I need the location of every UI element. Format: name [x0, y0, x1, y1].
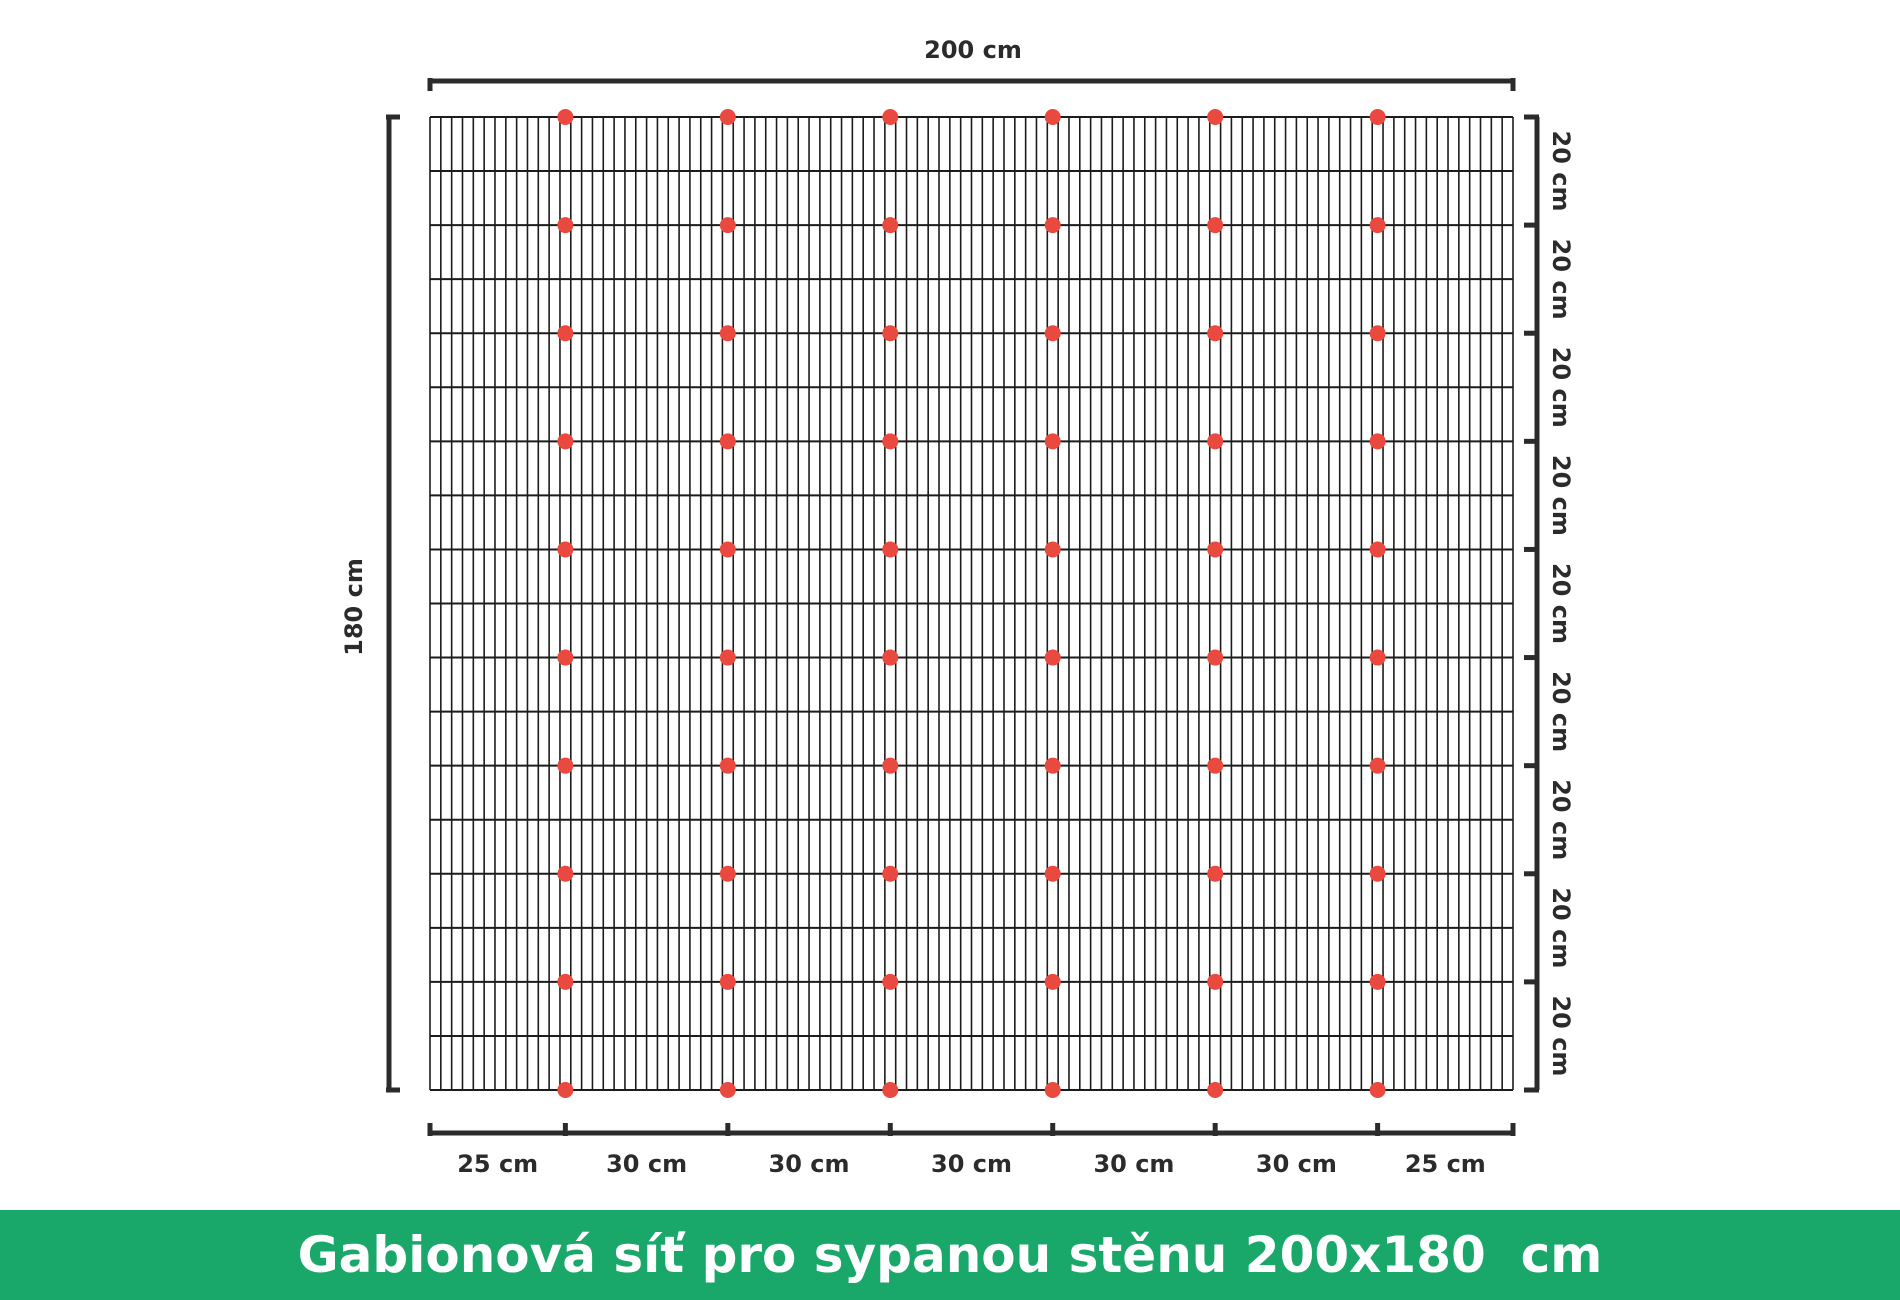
width-dimension-label: 200 cm: [924, 36, 1022, 64]
spiral-marker: [1369, 757, 1386, 774]
spiral-marker: [557, 217, 574, 234]
spiral-marker: [719, 649, 736, 666]
bottom-segment-label: 30 cm: [606, 1150, 687, 1178]
spiral-marker: [1369, 1082, 1386, 1098]
spiral-marker: [882, 325, 899, 342]
right-segment-labels: 20 cm 20 cm 20 cm 20 cm 20 cm 20 cm 20 cm 20 cm…: [1547, 131, 1575, 1077]
spiral-marker: [1044, 757, 1061, 774]
spiral-marker: [1369, 109, 1386, 125]
right-segment-label: 20 cm: [1547, 995, 1575, 1076]
bottom-segment-label: 30 cm: [769, 1150, 850, 1178]
spiral-marker: [719, 217, 736, 234]
spiral-marker: [557, 757, 574, 774]
spiral-marker: [557, 973, 574, 990]
spiral-marker: [1369, 217, 1386, 234]
spiral-marker: [882, 649, 899, 666]
spiral-marker: [882, 865, 899, 882]
spiral-marker: [557, 649, 574, 666]
spiral-marker: [1207, 757, 1224, 774]
spiral-marker: [1369, 433, 1386, 450]
spiral-marker: [1369, 649, 1386, 666]
spiral-marker: [882, 973, 899, 990]
bottom-segment-labels: 25 cm 30 cm 30 cm 30 cm 30 cm 30 cm 25 cm: [457, 1150, 1486, 1178]
spiral-marker: [1207, 865, 1224, 882]
spiral-markers: [557, 109, 1386, 1098]
spiral-marker: [882, 1082, 899, 1098]
height-dimension-label: 180 cm: [340, 558, 368, 656]
spiral-marker: [557, 865, 574, 882]
spiral-marker: [1044, 649, 1061, 666]
spiral-marker: [557, 109, 574, 125]
spiral-marker: [1044, 973, 1061, 990]
caption-bar: Gabionová síť pro sypanou stěnu 200x180 …: [0, 1210, 1900, 1300]
caption-title: Gabionová síť pro sypanou stěnu 200x180 …: [297, 1226, 1603, 1284]
right-segment-label: 20 cm: [1547, 239, 1575, 320]
right-segment-label: 20 cm: [1547, 779, 1575, 860]
bottom-segment-label: 30 cm: [1093, 1150, 1174, 1178]
spiral-marker: [1044, 433, 1061, 450]
spiral-marker: [882, 541, 899, 558]
right-segment-label: 20 cm: [1547, 671, 1575, 752]
spiral-marker: [719, 325, 736, 342]
right-segment-label: 20 cm: [1547, 887, 1575, 968]
spiral-marker: [557, 433, 574, 450]
bottom-segment-label: 25 cm: [1405, 1150, 1486, 1178]
spiral-marker: [1207, 433, 1224, 450]
spiral-marker: [1044, 865, 1061, 882]
spiral-marker: [1044, 109, 1061, 125]
spiral-marker: [719, 865, 736, 882]
spiral-marker: [719, 1082, 736, 1098]
spiral-marker: [1207, 325, 1224, 342]
bottom-segment-label: 25 cm: [457, 1150, 538, 1178]
right-segment-label: 20 cm: [1547, 563, 1575, 644]
spiral-marker: [719, 973, 736, 990]
spiral-marker: [719, 541, 736, 558]
right-segment-label: 20 cm: [1547, 455, 1575, 536]
right-segment-label: 20 cm: [1547, 347, 1575, 428]
spiral-marker: [1207, 109, 1224, 125]
spiral-marker: [1044, 1082, 1061, 1098]
spiral-marker: [882, 109, 899, 125]
spiral-marker: [1207, 217, 1224, 234]
spiral-marker: [1207, 649, 1224, 666]
spiral-marker: [1207, 541, 1224, 558]
right-segment-label: 20 cm: [1547, 131, 1575, 212]
spiral-marker: [882, 433, 899, 450]
spiral-marker: [719, 109, 736, 125]
spiral-marker: [557, 1082, 574, 1098]
spiral-marker: [1044, 217, 1061, 234]
spiral-marker: [1207, 1082, 1224, 1098]
spiral-marker: [1369, 973, 1386, 990]
spiral-marker: [557, 541, 574, 558]
spiral-marker: [719, 433, 736, 450]
dimension-brackets: [386, 78, 1540, 1136]
spiral-marker: [719, 757, 736, 774]
mesh-wires: [429, 116, 1514, 1091]
bottom-segment-label: 30 cm: [1256, 1150, 1337, 1178]
spiral-marker: [1207, 973, 1224, 990]
spiral-marker: [1369, 325, 1386, 342]
spiral-marker: [882, 757, 899, 774]
spiral-marker: [882, 217, 899, 234]
spiral-marker: [1044, 325, 1061, 342]
spiral-marker: [1369, 865, 1386, 882]
bottom-segment-label: 30 cm: [931, 1150, 1012, 1178]
spiral-marker: [1369, 541, 1386, 558]
spiral-marker: [557, 325, 574, 342]
spiral-marker: [1044, 541, 1061, 558]
